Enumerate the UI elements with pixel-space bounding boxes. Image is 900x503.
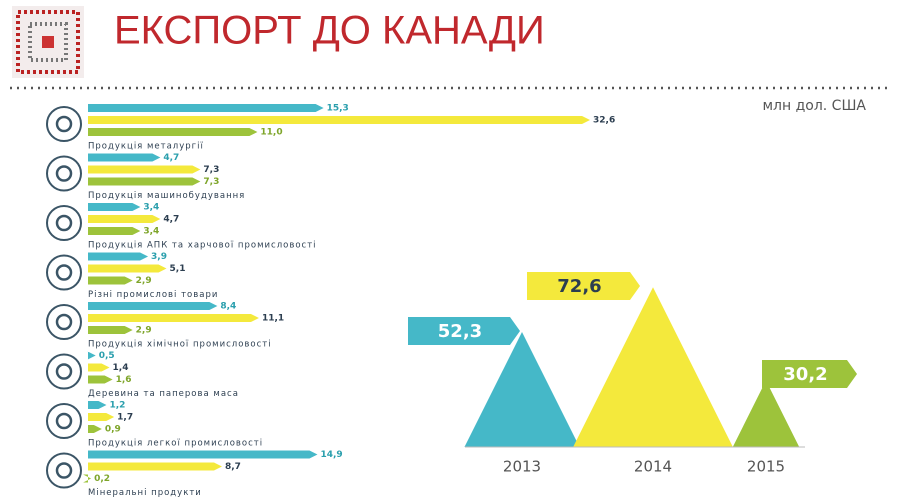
value-label: 4,7 [163,153,179,163]
value-label: 1,7 [117,413,133,423]
category-icon-glyph [55,115,73,133]
bar [88,177,201,186]
value-label: 0,5 [99,351,115,361]
x-tick-label: 2015 [747,458,785,476]
category-icon [46,403,82,439]
bar [88,450,318,459]
bar [88,165,201,174]
x-tick-label: 2013 [503,458,541,476]
triangle [732,380,800,447]
ornament-core [28,22,68,62]
value-label: 7,3 [203,177,219,187]
bar [88,363,110,372]
value-label: 1,6 [116,375,132,385]
category-icon-glyph [55,363,73,380]
value-label: 8,4 [220,302,236,312]
category-label: Продукція легкої промисловості [88,439,263,449]
value-label: 30,2 [783,364,827,385]
value-label: 8,7 [225,462,241,472]
bar [88,302,218,310]
bar [88,276,133,285]
value-label: 32,6 [593,116,615,126]
category-icon [46,353,82,390]
value-label: 1,2 [109,401,125,411]
value-label: 2,9 [136,326,152,336]
value-label: 3,4 [143,203,159,213]
value-label: 14,9 [320,450,342,460]
bar [88,326,133,334]
triangle [573,287,733,447]
ornament-frame [16,10,80,74]
bar [88,375,113,384]
category-icon [46,452,82,489]
category-icon-glyph [55,412,73,430]
triangle [464,331,580,447]
category-icon [46,106,82,142]
category-label: Деревина та паперова маса [88,389,239,399]
category-label: Різні промислові товари [88,290,218,300]
bar [88,462,222,471]
category-label: Мінеральні продукти [88,488,202,498]
bar [88,104,324,112]
bar [88,413,115,421]
bar [88,264,167,273]
value-label: 0,9 [105,425,121,435]
value-label: 52,3 [438,321,482,342]
category-icon-glyph [55,313,73,331]
bar [88,128,258,136]
value-label: 3,4 [143,227,159,237]
bar [88,314,259,322]
value-label: 7,3 [203,165,219,175]
category-icon-glyph [55,165,73,182]
category-icon [46,304,82,340]
category-icon-glyph [55,462,73,479]
value-label: 1,4 [113,363,129,373]
value-label: 72,6 [557,276,601,297]
bar [88,116,591,124]
value-flag [527,272,640,300]
unit-label: млн дол. США [762,98,866,114]
x-tick-label: 2014 [634,458,672,476]
page-title: ЕКСПОРТ ДО КАНАДИ [114,9,545,53]
category-icon [46,254,82,291]
bar [88,227,141,235]
bar [83,474,92,483]
value-label: 11,1 [262,314,284,324]
value-label: 11,0 [260,128,282,138]
value-label: 2,9 [136,276,152,286]
category-label: Продукція хімічної промисловості [88,340,272,350]
category-label: Продукція АПК та харчової промисловості [88,241,317,251]
value-flag [762,360,857,388]
bar [88,425,102,433]
bar [87,351,96,360]
bar [88,252,149,261]
bar [88,153,161,162]
bar [88,401,107,409]
value-label: 5,1 [170,264,186,274]
value-label: 3,9 [151,252,167,262]
value-flag [408,317,520,345]
ornament [12,6,84,78]
ornament-center [42,36,54,48]
value-label: 15,3 [327,104,349,114]
bar [88,215,161,223]
category-icon [46,155,82,192]
bar [88,203,141,211]
category-label: Продукція металургії [88,142,204,152]
category-icon-glyph [55,214,73,232]
value-label: 4,7 [163,215,179,225]
category-label: Продукція машинобудування [88,191,245,201]
value-label: 0,2 [94,474,110,484]
category-icon [46,205,82,241]
category-icon-glyph [55,264,73,281]
